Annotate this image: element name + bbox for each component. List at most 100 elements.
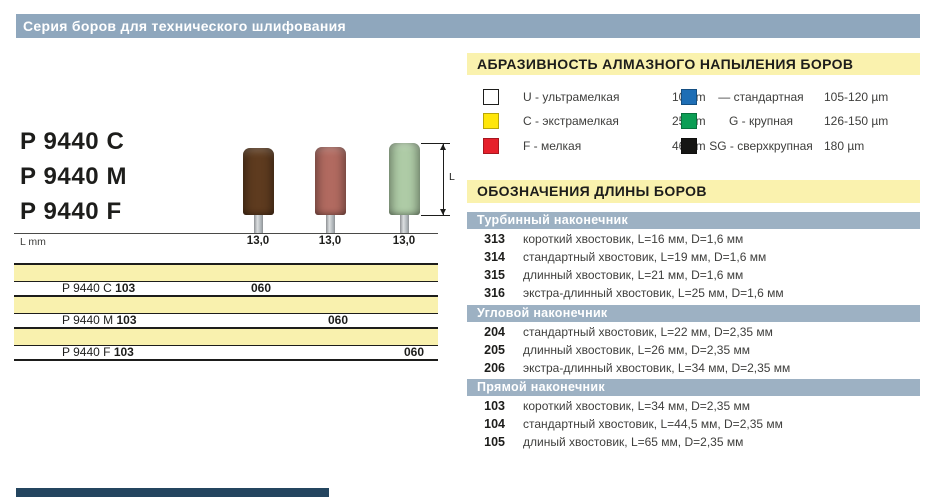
order-code-prefix: P 9440 F	[62, 345, 114, 359]
product-code: P 9440 F	[20, 198, 122, 225]
order-code: P 9440 M 103	[62, 314, 137, 327]
shank-desc: короткий хвостовик, L=16 мм, D=1,6 мм	[523, 232, 744, 246]
shank-code: 205	[484, 343, 505, 357]
shank-code: 204	[484, 325, 505, 339]
length-value: 13,0	[318, 235, 342, 247]
length-value: 13,0	[392, 235, 416, 247]
table-row: P 9440 M 103 060	[14, 314, 438, 327]
grit-label: SG - сверхкрупная	[709, 139, 813, 153]
size-value: 060	[403, 345, 425, 359]
grit-size: 105-120 µm	[824, 90, 889, 104]
length-axis-line	[14, 233, 438, 234]
order-code-shank: 103	[113, 345, 134, 359]
table-row: P 9440 C 103 060	[14, 282, 438, 295]
legend-item: U - ультрамелкая 10 µm	[483, 89, 706, 105]
product-codes: P 9440 C P 9440 M P 9440 F	[20, 124, 127, 229]
shank-code: 314	[484, 250, 505, 264]
table-band	[14, 265, 438, 281]
legend-item: G - крупная 126-150 µm	[681, 113, 888, 129]
order-code-shank: 103	[116, 313, 137, 327]
grit-label: C - экстрамелкая	[523, 114, 619, 128]
grit-swatch	[483, 113, 499, 129]
shank-code: 206	[484, 361, 505, 375]
shank-code: 316	[484, 286, 505, 300]
size-value: 060	[327, 313, 349, 327]
length-unit-label: L mm	[20, 236, 46, 248]
shank-desc: стандартный хвостовик, L=44,5 мм, D=2,35…	[523, 417, 783, 431]
section-band-angle: Угловой наконечник	[467, 305, 920, 322]
table-band	[14, 329, 438, 345]
table-rule	[14, 345, 438, 346]
series-title-bar: Серия боров для технического шлифования	[16, 14, 920, 38]
grit-size: 180 µm	[824, 139, 865, 153]
bur-image-fine	[389, 143, 420, 215]
table-rule	[14, 295, 438, 297]
table-rule	[14, 281, 438, 282]
abrasiveness-header: АБРАЗИВНОСТЬ АЛМАЗНОГО НАПЫЛЕНИЯ БОРОВ	[467, 53, 920, 75]
length-item: 316 экстра-длинный хвостовик, L=25 мм, D…	[467, 284, 920, 302]
shank-code: 103	[484, 399, 505, 413]
length-item: 204 стандартный хвостовик, L=22 мм, D=2,…	[467, 323, 920, 341]
grit-label: — стандартная	[718, 90, 804, 104]
shank-desc: стандартный хвостовик, L=19 мм, D=1,6 мм	[523, 250, 767, 264]
length-item: 104 стандартный хвостовик, L=44,5 мм, D=…	[467, 415, 920, 433]
table-rule	[14, 327, 438, 329]
shank-code: 313	[484, 232, 505, 246]
dimension-label: L	[449, 171, 455, 183]
size-value: 060	[250, 281, 272, 295]
footer-accent-bar	[16, 488, 329, 497]
grit-swatch	[681, 138, 697, 154]
shank-desc: длинный хвостовик, L=21 мм, D=1,6 мм	[523, 268, 744, 282]
length-item: 206 экстра-длинный хвостовик, L=34 мм, D…	[467, 359, 920, 377]
legend-item: SG - сверхкрупная 180 µm	[681, 138, 864, 154]
length-item: 314 стандартный хвостовик, L=19 мм, D=1,…	[467, 248, 920, 266]
table-rule	[14, 359, 438, 361]
grit-swatch	[681, 89, 697, 105]
bur-image-coarse	[243, 148, 274, 215]
order-code-prefix: P 9440 M	[62, 313, 117, 327]
product-table: P 9440 C 103 060 P 9440 M 103 060 P 9440…	[14, 263, 438, 361]
bur-shank	[254, 215, 263, 234]
product-code: P 9440 C	[20, 128, 125, 155]
order-code: P 9440 C 103	[62, 282, 135, 295]
arrow-up-icon	[440, 144, 446, 150]
dimension-tick-bottom	[421, 215, 450, 216]
grit-swatch	[483, 89, 499, 105]
shank-desc: экстра-длинный хвостовик, L=25 мм, D=1,6…	[523, 286, 784, 300]
table-band	[14, 297, 438, 313]
shank-code: 104	[484, 417, 505, 431]
grit-size: 126-150 µm	[824, 114, 889, 128]
shank-desc: стандартный хвостовик, L=22 мм, D=2,35 м…	[523, 325, 773, 339]
table-rule	[14, 263, 438, 265]
length-item: 313 короткий хвостовик, L=16 мм, D=1,6 м…	[467, 230, 920, 248]
shank-desc: короткий хвостовик, L=34 мм, D=2,35 мм	[523, 399, 750, 413]
legend-item: C - экстрамелкая 25 µm	[483, 113, 706, 129]
table-rule	[14, 313, 438, 314]
dimension-tick-top	[421, 143, 450, 144]
bur-image-medium	[315, 147, 346, 215]
shank-desc: экстра-длинный хвостовик, L=34 мм, D=2,3…	[523, 361, 791, 375]
grit-swatch	[681, 113, 697, 129]
section-band-straight: Прямой наконечник	[467, 379, 920, 396]
dimension-line	[443, 144, 444, 215]
legend-item: F - мелкая 46 µm	[483, 138, 706, 154]
lengths-header: ОБОЗНАЧЕНИЯ ДЛИНЫ БОРОВ	[467, 180, 920, 203]
legend-item: — стандартная 105-120 µm	[681, 89, 888, 105]
length-item: 315 длинный хвостовик, L=21 мм, D=1,6 мм	[467, 266, 920, 284]
product-code: P 9440 M	[20, 163, 128, 190]
shank-desc: длиный хвостовик, L=65 мм, D=2,35 мм	[523, 435, 744, 449]
section-band-turbine: Турбинный наконечник	[467, 212, 920, 229]
length-value: 13,0	[246, 235, 270, 247]
length-item: 105 длиный хвостовик, L=65 мм, D=2,35 мм	[467, 433, 920, 451]
shank-code: 315	[484, 268, 505, 282]
table-row: P 9440 F 103 060	[14, 346, 438, 359]
length-item: 205 длинный хвостовик, L=26 мм, D=2,35 м…	[467, 341, 920, 359]
order-code-prefix: P 9440 C	[62, 281, 116, 295]
length-item: 103 короткий хвостовик, L=34 мм, D=2,35 …	[467, 397, 920, 415]
order-code: P 9440 F 103	[62, 346, 134, 359]
grit-label: G - крупная	[728, 114, 794, 128]
shank-code: 105	[484, 435, 505, 449]
shank-desc: длинный хвостовик, L=26 мм, D=2,35 мм	[523, 343, 750, 357]
grit-swatch	[483, 138, 499, 154]
